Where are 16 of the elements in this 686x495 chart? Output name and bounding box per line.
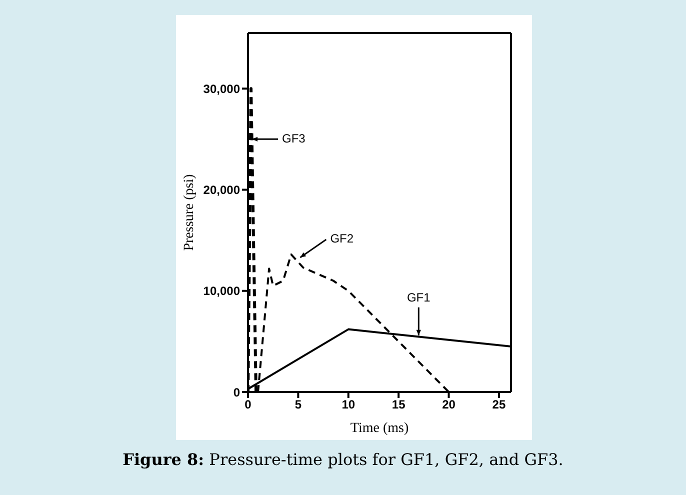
annotation: GF3: [282, 131, 306, 146]
x-tick-label: 20: [442, 398, 456, 412]
annotation: GF2: [330, 232, 354, 246]
caption: Figure 8: Pressure-time plots for GF1, GF2, and GF3.: [122, 450, 564, 469]
x-tick-label: 5: [294, 398, 302, 412]
x-tick-label: 10: [342, 398, 356, 412]
annotation: GF1: [406, 290, 431, 304]
y-tick-label: 10,000: [203, 284, 240, 298]
x-axis-title: Time (ms): [350, 421, 409, 436]
y-tick-label: 30,000: [203, 82, 240, 96]
y-tick-label: 20,000: [203, 183, 240, 198]
x-tick-label: 15: [392, 398, 406, 412]
x-tick-label: 25: [492, 398, 506, 412]
y-tick-label: 0: [233, 385, 240, 400]
y-axis-title: Pressure (psi): [182, 174, 197, 251]
x-tick-label: 0: [244, 398, 252, 412]
